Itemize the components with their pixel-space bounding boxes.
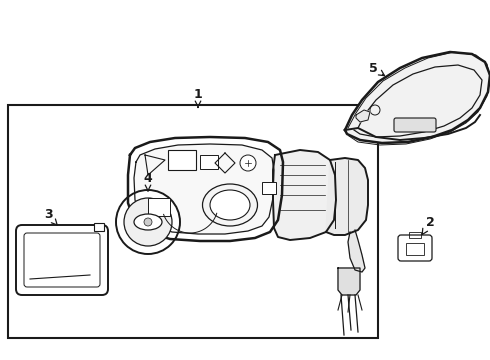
Text: 1: 1: [194, 89, 202, 107]
Bar: [409, 232, 421, 238]
Circle shape: [116, 190, 180, 254]
FancyBboxPatch shape: [394, 118, 436, 132]
Polygon shape: [356, 110, 370, 122]
Polygon shape: [134, 144, 274, 234]
Text: 5: 5: [368, 62, 385, 76]
Circle shape: [144, 218, 152, 226]
FancyBboxPatch shape: [16, 225, 108, 295]
Bar: [8, 105, 378, 338]
Bar: [200, 155, 218, 169]
Ellipse shape: [202, 184, 258, 226]
Polygon shape: [348, 230, 365, 272]
Polygon shape: [273, 150, 336, 240]
Text: 2: 2: [422, 216, 434, 234]
Bar: [262, 182, 276, 194]
Bar: [148, 198, 170, 216]
Polygon shape: [326, 158, 368, 235]
Circle shape: [124, 198, 172, 246]
Bar: [406, 243, 424, 255]
Text: 3: 3: [44, 208, 57, 225]
Polygon shape: [128, 137, 283, 241]
Text: 4: 4: [144, 171, 152, 191]
Bar: [94, 223, 104, 231]
Circle shape: [240, 155, 256, 171]
Polygon shape: [338, 268, 360, 295]
Ellipse shape: [210, 190, 250, 220]
Bar: [168, 150, 196, 170]
FancyBboxPatch shape: [398, 235, 432, 261]
Ellipse shape: [134, 214, 162, 230]
Polygon shape: [345, 52, 490, 143]
